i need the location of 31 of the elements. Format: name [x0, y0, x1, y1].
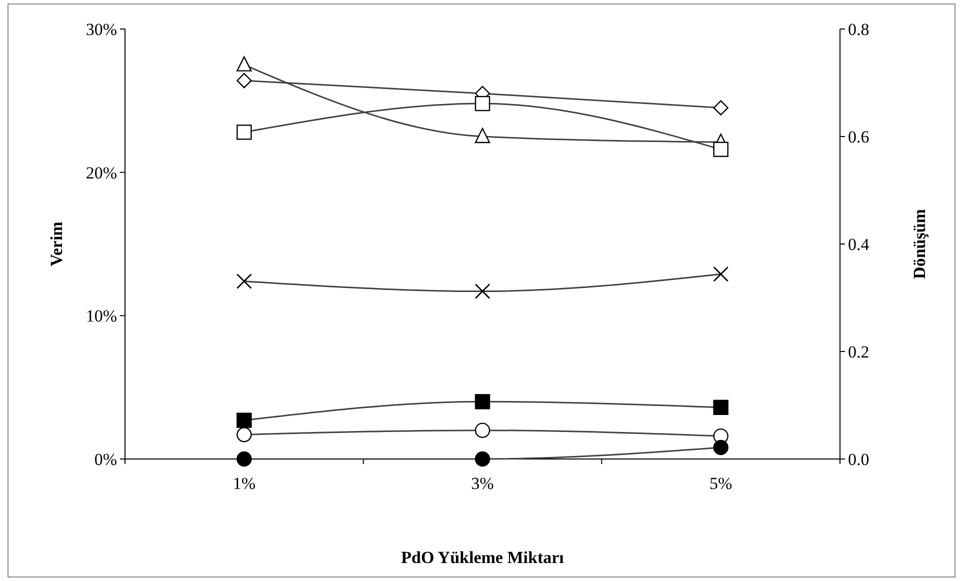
point	[474, 394, 490, 410]
x-tick-label: 3%	[471, 474, 494, 493]
x-tick-label: 1%	[232, 474, 256, 493]
point	[236, 451, 252, 467]
point	[474, 128, 490, 144]
point	[236, 427, 252, 442]
y-tick-label: 20%	[86, 163, 117, 182]
y2-tick-label: 0.2	[848, 342, 870, 362]
point	[474, 284, 490, 299]
y-axis-title: Verim	[47, 222, 66, 266]
point	[236, 412, 252, 428]
point	[236, 274, 252, 289]
y-tick-label: 10%	[86, 306, 117, 326]
point	[236, 56, 252, 72]
point	[474, 96, 490, 112]
point	[474, 422, 490, 438]
y2-tick-label: 0.8	[848, 20, 870, 39]
x-axis-title: PdO Yükleme Miktarı	[401, 548, 564, 567]
y2-tick-label: 0.0	[848, 450, 870, 469]
y-tick-label: 30%	[86, 20, 117, 39]
point	[474, 451, 490, 467]
point	[713, 142, 728, 157]
point	[713, 266, 729, 282]
point	[713, 440, 728, 456]
y2-axis-title: Dönüşüm	[910, 209, 929, 279]
y2-tick-label: 0.4	[848, 234, 870, 254]
point	[236, 124, 252, 140]
y2-tick-label: 0.6	[848, 127, 870, 146]
y-tick-label: 0%	[94, 450, 117, 469]
x-tick-label: 5%	[709, 474, 732, 493]
point	[713, 400, 728, 415]
